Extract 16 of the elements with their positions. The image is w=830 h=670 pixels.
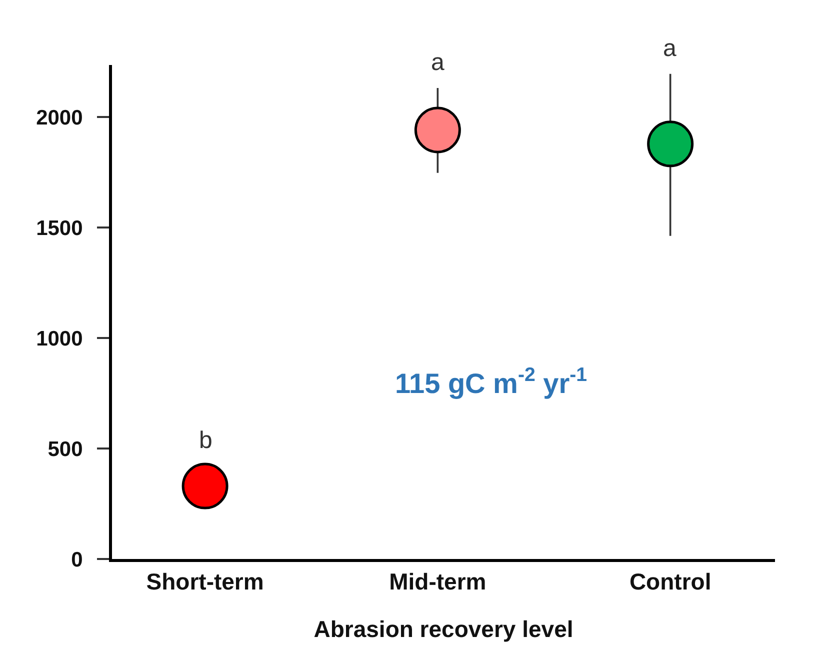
annotation: b — [199, 427, 212, 454]
x-axis-title: Abrasion recovery level — [314, 616, 574, 642]
y-tick-label: 0 — [71, 548, 83, 572]
x-tick-label: Control — [629, 568, 712, 595]
point — [414, 106, 461, 154]
x-tick-label: Short-term — [146, 568, 264, 595]
x-tick-label: Mid-term — [389, 568, 486, 595]
text: a — [663, 35, 677, 62]
point — [182, 462, 228, 510]
annotation: 115 gC m$^{-2}$ yr$^{-1}$ — [395, 364, 588, 399]
y-tick-label: 2000 — [36, 106, 83, 130]
y-tick-label: 500 — [48, 438, 83, 461]
annotation: a — [431, 49, 445, 76]
y-tick-label: 1000 — [36, 327, 83, 350]
y-tick-label: 1500 — [36, 216, 83, 240]
point — [647, 120, 694, 168]
